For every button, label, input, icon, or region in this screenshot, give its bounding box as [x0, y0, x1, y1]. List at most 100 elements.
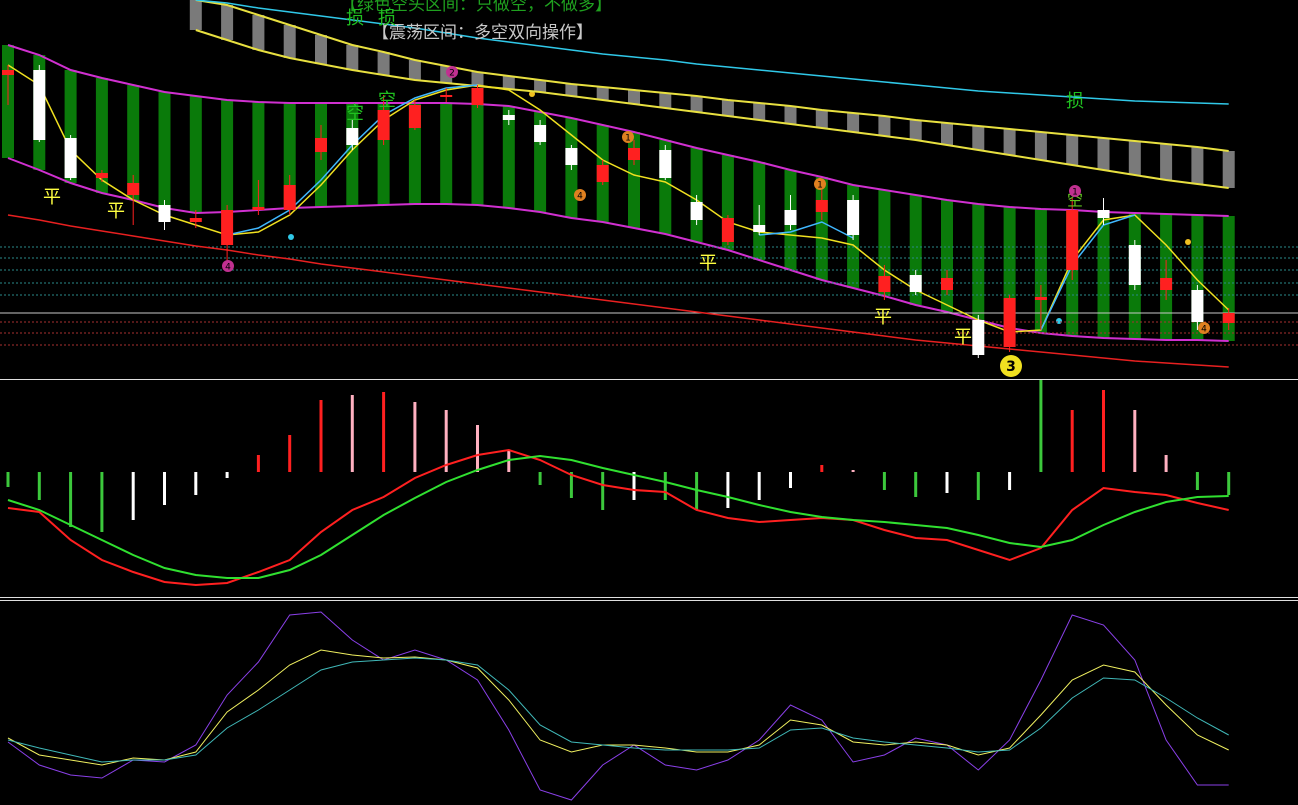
- annotation: 损: [378, 8, 396, 29]
- candle-body: [408, 105, 421, 128]
- signal-dot: [288, 234, 294, 240]
- annotation-badge: [574, 189, 586, 201]
- macd-bar: [225, 472, 229, 478]
- annotation: 平: [954, 327, 972, 348]
- band-stripe: [1097, 212, 1110, 338]
- band-stripe: [596, 87, 609, 100]
- band-stripe: [408, 103, 421, 204]
- macd-bar: [194, 472, 198, 495]
- macd-bar: [131, 472, 135, 520]
- band-stripe: [1066, 135, 1079, 165]
- candle-body: [941, 278, 953, 290]
- annotation: 损: [1066, 91, 1084, 112]
- band-stripe: [1097, 138, 1110, 170]
- annotation: 空: [346, 103, 364, 124]
- candle-body: [377, 110, 390, 140]
- candle-body: [784, 210, 797, 225]
- macd-bar: [976, 472, 980, 500]
- annotation: 4: [577, 192, 583, 202]
- band-stripe: [221, 5, 234, 40]
- band-edge: [7, 44, 1229, 217]
- annotation: 损: [346, 8, 364, 29]
- annotation: 平: [107, 201, 125, 222]
- band-stripe: [1160, 144, 1173, 180]
- macd-bar: [69, 472, 73, 527]
- macd-bar: [945, 472, 949, 493]
- macd-bar: [914, 472, 918, 497]
- candle-body: [33, 70, 46, 140]
- band-stripe: [1003, 207, 1016, 328]
- annotation: 3: [1006, 359, 1016, 375]
- band-stripe: [377, 52, 390, 75]
- candle-body: [471, 88, 484, 105]
- annotation-badge: [622, 131, 634, 143]
- candle-body: [753, 225, 766, 232]
- signal-dot: [529, 91, 535, 97]
- macd-bar: [789, 472, 792, 488]
- candle-body: [1128, 245, 1141, 285]
- band-edge: [195, 29, 1229, 189]
- band-stripe: [721, 100, 734, 116]
- kdj-line: [7, 649, 1229, 766]
- band-stripe: [659, 93, 672, 108]
- annotation-badge: [814, 178, 826, 190]
- macd-bar: [1195, 472, 1199, 490]
- band-stripe: [972, 126, 985, 150]
- band-stripe: [1034, 132, 1047, 160]
- band-stripe: [628, 90, 640, 104]
- band-stripe: [847, 113, 860, 132]
- macd-bar: [476, 425, 479, 472]
- macd-bar: [256, 455, 260, 472]
- annotation: 2: [449, 69, 455, 79]
- macd-bar: [1227, 472, 1231, 495]
- band-stripe: [283, 103, 296, 208]
- candle-body: [659, 150, 672, 178]
- candle-body: [189, 218, 202, 222]
- candle-body: [721, 218, 734, 242]
- band-stripe: [753, 103, 766, 120]
- macd-bar: [757, 472, 761, 500]
- kdj-line: [7, 657, 1229, 763]
- band-stripe: [972, 204, 985, 320]
- macd-bar: [1164, 455, 1168, 472]
- candle-body: [2, 70, 14, 75]
- candle-body: [440, 95, 453, 97]
- macd-bar: [1039, 380, 1043, 472]
- macd-bar: [632, 472, 636, 500]
- signal-dot: [1056, 318, 1062, 324]
- candle-body: [1097, 210, 1110, 218]
- macd-bar: [1102, 390, 1105, 472]
- band-stripe: [346, 45, 359, 70]
- candle-body: [502, 115, 515, 120]
- band-stripe: [941, 123, 953, 145]
- macd-bar: [350, 395, 354, 472]
- macd-bar: [413, 402, 417, 472]
- annotation: 平: [43, 187, 61, 208]
- annotation-badge: [446, 66, 458, 78]
- band-stripe: [1191, 147, 1204, 184]
- annotation: 1: [817, 181, 823, 191]
- band-stripe: [941, 200, 953, 312]
- annotation-badge: [222, 260, 234, 272]
- candle-body: [1003, 298, 1016, 347]
- candle-body: [1034, 297, 1047, 300]
- band-stripe: [252, 15, 265, 50]
- candle-body: [158, 205, 171, 222]
- macd-bar: [382, 392, 386, 472]
- band-stripe: [909, 120, 922, 140]
- macd-bar: [1070, 410, 1074, 472]
- macd-bar: [163, 472, 166, 505]
- band-stripe: [189, 96, 202, 213]
- macd-bar: [6, 472, 10, 487]
- band-stripe: [565, 84, 578, 96]
- band-stripe: [534, 80, 547, 92]
- band-stripe: [1128, 141, 1141, 175]
- band-stripe: [784, 106, 797, 124]
- annotation-badge: [1000, 355, 1022, 377]
- macd-bar: [726, 472, 730, 508]
- annotation: 【震荡区间：多空双向操作】: [372, 23, 593, 43]
- candle-body: [972, 320, 985, 355]
- macd-bar: [100, 472, 104, 532]
- annotation-badge: [1069, 185, 1081, 197]
